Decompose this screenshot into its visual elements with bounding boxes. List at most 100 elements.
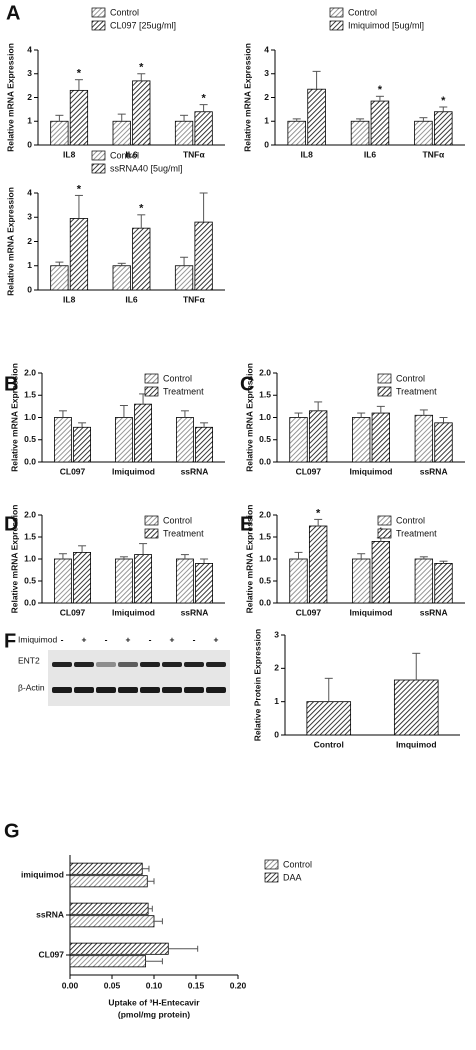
error-bar [154,918,163,925]
bar [69,942,169,955]
bar [352,558,371,604]
bar [69,218,89,291]
bar [175,558,194,604]
x-tick-label: IL8 [63,294,76,304]
bar [306,701,352,736]
error-bar [314,518,323,526]
y-tick-label: 2.0 [24,509,36,519]
error-bar [180,554,189,559]
bar [73,552,92,604]
blot-lane-label: - [193,634,196,644]
blot-lane-label: + [170,634,175,644]
bar [175,417,194,463]
y-tick-label: 4 [264,44,269,54]
x-tick-label: Control [314,739,344,749]
panel-label: C [240,373,254,395]
error-bar [139,543,148,555]
error-bar [312,70,321,90]
blot-band [52,662,72,667]
y-tick-label: 1.0 [24,553,36,563]
error-bar [376,537,385,542]
bar [371,412,390,463]
y-axis-label: Relative mRNA Expression [244,363,254,472]
y-tick-label: 0.5 [259,575,271,585]
panel-label: E [240,513,253,535]
x-tick-label: IL6 [364,149,377,159]
bar [414,414,434,463]
y-tick-label: 1 [27,116,32,126]
legend-swatch [144,373,159,384]
bar [114,558,133,604]
panel-label: A [6,2,20,24]
legend-label: DAA [283,872,302,882]
blot-band [52,687,72,693]
legend-swatch [91,150,106,161]
y-axis-label: Relative mRNA Expression [244,505,254,614]
x-axis-label: (pmol/mg protein) [118,1009,190,1019]
y-tick-label: 3 [274,629,279,639]
legend-swatch [91,7,106,18]
bar [134,554,153,604]
legend: Control Treatment [144,515,204,538]
y-tick-label: 3 [264,68,269,78]
legend: Control Imiquimod [5ug/ml] [329,7,424,30]
error-bar [199,104,208,112]
y-tick-label: 3 [27,68,32,78]
y-tick-label: 1.0 [24,412,36,422]
legend: Control ssRNA40 [5ug/ml] [91,150,183,173]
error-bar [55,261,64,266]
legend-swatch [329,7,344,18]
y-tick-label: CL097 [38,949,64,959]
error-bar [58,410,67,418]
legend-label: ssRNA40 [5ug/ml] [110,163,183,173]
y-tick-label: 2 [274,663,279,673]
legend-label: Control [396,515,425,525]
y-tick-label: 3 [27,212,32,222]
x-tick-label: 0.15 [188,980,205,990]
y-axis-label: Relative mRNA Expression [5,43,15,152]
blot-row-label: β-Actin [18,682,45,692]
blot-membrane [48,650,230,706]
y-tick-label: ssRNA [36,909,64,919]
x-tick-label: Imiquimod [350,466,393,476]
y-axis-label: Relative mRNA Expression [9,363,19,472]
blot-band [96,662,116,667]
panel-label: G [4,820,20,842]
legend: Control Treatment [144,373,204,396]
x-tick-label: ssRNA [420,466,448,476]
bar [414,120,433,146]
error-bar [419,409,428,416]
y-tick-label: 2 [264,92,269,102]
bar [69,902,149,915]
error-bar [439,560,448,564]
y-tick-label: 1.5 [259,531,271,541]
error-bar [356,118,365,122]
significance-marker: * [441,95,446,107]
blot-lane-label: - [105,634,108,644]
legend-swatch [264,859,279,870]
bar [53,558,72,604]
y-axis-label: Relative mRNA Expression [5,187,15,296]
x-tick-label: CL097 [60,466,86,476]
y-tick-label: 0.5 [24,575,36,585]
bar [50,265,69,291]
bar [53,417,72,463]
legend-label: Control [283,859,312,869]
error-bar [119,556,128,559]
error-bar [78,545,87,553]
blot-lane-label: - [61,634,64,644]
panel-label: F [4,630,16,652]
error-bar [375,95,384,102]
x-tick-label: 0.00 [62,980,79,990]
error-bar [168,945,199,952]
error-bar [137,214,146,229]
western-blot: Imiquimod ENT2 β-Actin [18,634,230,706]
y-tick-label: 0 [27,139,32,149]
x-tick-label: IL8 [63,149,76,159]
blot-band [140,687,160,693]
legend-label: Control [110,7,139,17]
bar [134,403,153,463]
bar [132,80,151,146]
blot-band [140,662,160,667]
